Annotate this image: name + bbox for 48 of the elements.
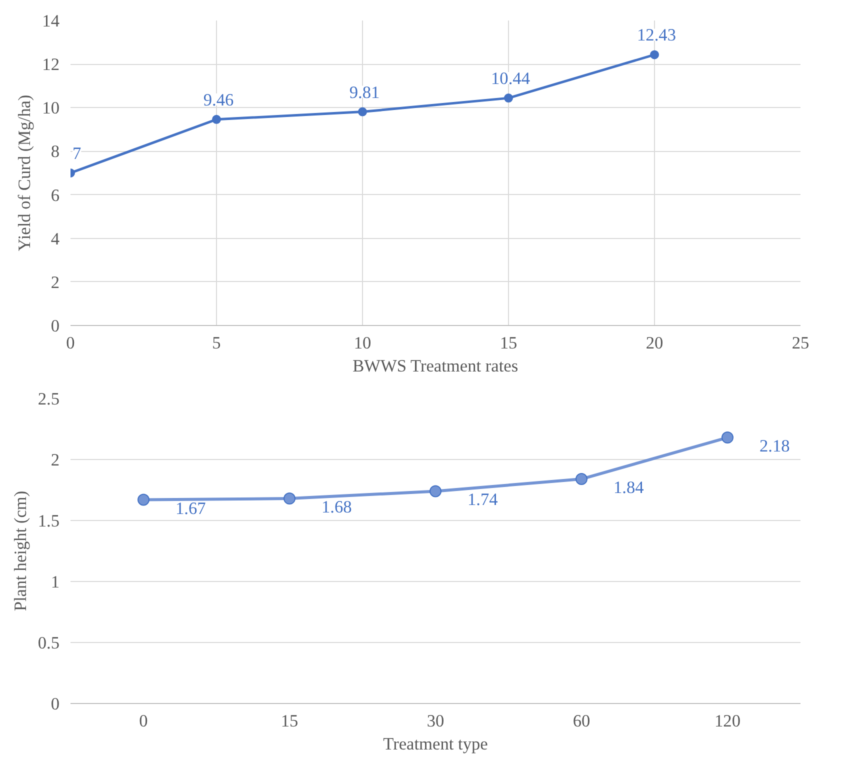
x-tick-label: 30 [426, 712, 444, 730]
x-axis-title: BWWS Treatment rates [352, 356, 518, 376]
y-tick-label: 0 [50, 694, 60, 714]
y-tick-label: 6 [50, 186, 60, 205]
x-tick-label: 60 [572, 712, 590, 730]
y-tick-label: 0 [50, 316, 60, 336]
y-tick-label: 2.5 [38, 390, 60, 408]
y-tick-label: 1.5 [38, 512, 60, 530]
data-label: 1.67 [176, 498, 206, 518]
data-label: 9.81 [349, 82, 380, 102]
x-tick-label: 5 [212, 334, 221, 352]
x-tick-label: 120 [714, 712, 741, 730]
y-axis-title: Plant height (cm) [10, 490, 30, 612]
y-tick-label: 12 [42, 55, 60, 74]
y-tick-label: 4 [50, 229, 60, 248]
y-tick-label: 14 [42, 12, 60, 30]
point [430, 485, 442, 498]
data-label: 2.18 [760, 436, 790, 456]
y-tick-label: 1 [50, 572, 60, 592]
data-label: 1.84 [614, 478, 644, 498]
y-tick-label: 10 [42, 98, 60, 118]
x-axis-title: Treatment type [383, 734, 488, 754]
y-axis-title: Yield of Curd (Mg/ha) [15, 94, 34, 252]
data-label: 1.74 [468, 490, 498, 510]
data-label: 1.68 [322, 498, 352, 517]
point [504, 94, 513, 103]
point [284, 492, 296, 505]
data-label: 10.44 [491, 69, 530, 88]
point [212, 114, 221, 124]
y-tick-label: 2 [50, 272, 60, 292]
point [358, 107, 367, 116]
x-tick-label: 0 [139, 712, 148, 730]
data-label: 7 [72, 144, 82, 163]
data-label: 12.43 [637, 26, 676, 45]
data-label: 9.46 [203, 90, 234, 110]
y-tick-label: 0.5 [38, 634, 60, 652]
point [722, 432, 734, 444]
x-tick-label: 10 [354, 334, 372, 352]
point [576, 473, 588, 486]
x-tick-label: 0 [66, 334, 75, 352]
point [650, 50, 659, 60]
point [138, 494, 150, 506]
x-tick-label: 20 [646, 334, 664, 352]
x-tick-label: 25 [792, 334, 810, 352]
y-tick-label: 2 [50, 450, 60, 470]
x-tick-label: 15 [500, 334, 518, 352]
y-tick-label: 8 [50, 142, 60, 162]
x-tick-label: 15 [280, 712, 298, 730]
